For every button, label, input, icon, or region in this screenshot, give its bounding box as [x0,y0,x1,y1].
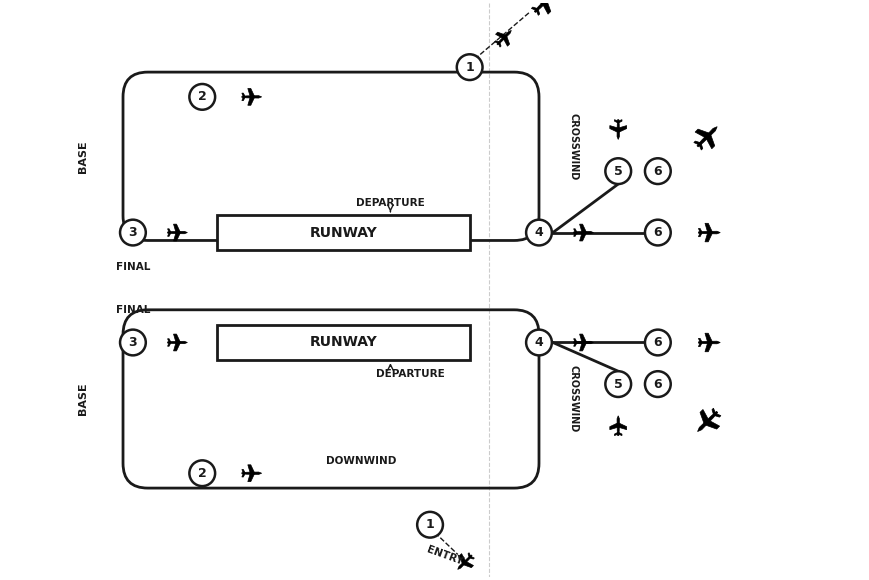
Polygon shape [573,339,576,346]
Text: 2: 2 [197,467,207,480]
Bar [217,325,469,360]
Polygon shape [168,341,187,344]
Polygon shape [698,229,701,237]
Text: CROSSWIND: CROSSWIND [568,365,578,433]
Text: DEPARTURE: DEPARTURE [355,198,424,208]
Text: ENTRY: ENTRY [425,545,464,567]
Polygon shape [242,472,262,474]
Polygon shape [579,224,586,241]
Polygon shape [696,126,716,147]
Circle shape [644,158,670,184]
Polygon shape [693,141,702,150]
Polygon shape [495,32,509,46]
Text: 1: 1 [465,61,474,74]
Text: CROSSWIND: CROSSWIND [568,113,578,180]
Text: BASE: BASE [78,383,89,415]
Polygon shape [248,88,255,106]
Circle shape [605,158,630,184]
Text: 4: 4 [534,226,543,239]
Text: 1: 1 [425,518,434,531]
Text: 6: 6 [653,378,661,390]
Circle shape [189,461,215,486]
Polygon shape [698,338,701,347]
Circle shape [189,84,215,110]
Polygon shape [711,408,720,417]
Circle shape [644,371,670,397]
Polygon shape [534,0,553,12]
Text: FINAL: FINAL [116,304,150,315]
Polygon shape [573,341,593,344]
Polygon shape [704,334,712,351]
Text: 3: 3 [129,226,137,239]
Polygon shape [614,119,621,123]
Polygon shape [459,554,473,568]
Polygon shape [694,129,714,148]
Circle shape [605,371,630,397]
Polygon shape [248,465,255,481]
Text: 6: 6 [653,226,661,239]
Text: DOWNWIND: DOWNWIND [325,456,395,466]
Polygon shape [616,119,619,139]
Circle shape [120,220,146,245]
Circle shape [456,55,482,80]
Text: RUNWAY: RUNWAY [309,226,377,240]
Polygon shape [168,231,187,234]
Polygon shape [242,469,245,477]
Polygon shape [496,30,511,45]
Text: 6: 6 [653,336,661,349]
Bar [217,215,469,251]
Text: 6: 6 [653,165,661,177]
Polygon shape [579,334,586,351]
Circle shape [417,512,442,538]
Polygon shape [173,334,180,351]
Text: BASE: BASE [78,140,89,173]
Polygon shape [698,341,720,344]
Circle shape [120,329,146,356]
Text: 2: 2 [197,90,207,103]
Polygon shape [168,229,171,236]
Polygon shape [616,416,619,436]
Polygon shape [704,223,712,242]
Circle shape [644,220,670,245]
Polygon shape [494,41,501,47]
Polygon shape [609,423,626,430]
Polygon shape [532,0,550,14]
Polygon shape [697,411,717,432]
Polygon shape [173,224,180,241]
Polygon shape [698,231,720,234]
Polygon shape [457,555,472,570]
Polygon shape [468,553,474,559]
Polygon shape [609,126,626,132]
Text: RUNWAY: RUNWAY [309,335,377,350]
Polygon shape [573,229,576,236]
Circle shape [644,329,670,356]
Polygon shape [242,93,245,101]
Polygon shape [573,231,593,234]
Circle shape [526,220,551,245]
Text: DEPARTURE: DEPARTURE [375,369,444,379]
Polygon shape [168,339,171,346]
Text: 5: 5 [614,378,622,390]
Text: FINAL: FINAL [116,262,150,272]
Circle shape [526,329,551,356]
Polygon shape [531,7,539,15]
Text: 3: 3 [129,336,137,349]
Text: 4: 4 [534,336,543,349]
Polygon shape [700,409,719,429]
Polygon shape [242,96,262,98]
Text: 5: 5 [614,165,622,177]
Polygon shape [614,432,621,436]
